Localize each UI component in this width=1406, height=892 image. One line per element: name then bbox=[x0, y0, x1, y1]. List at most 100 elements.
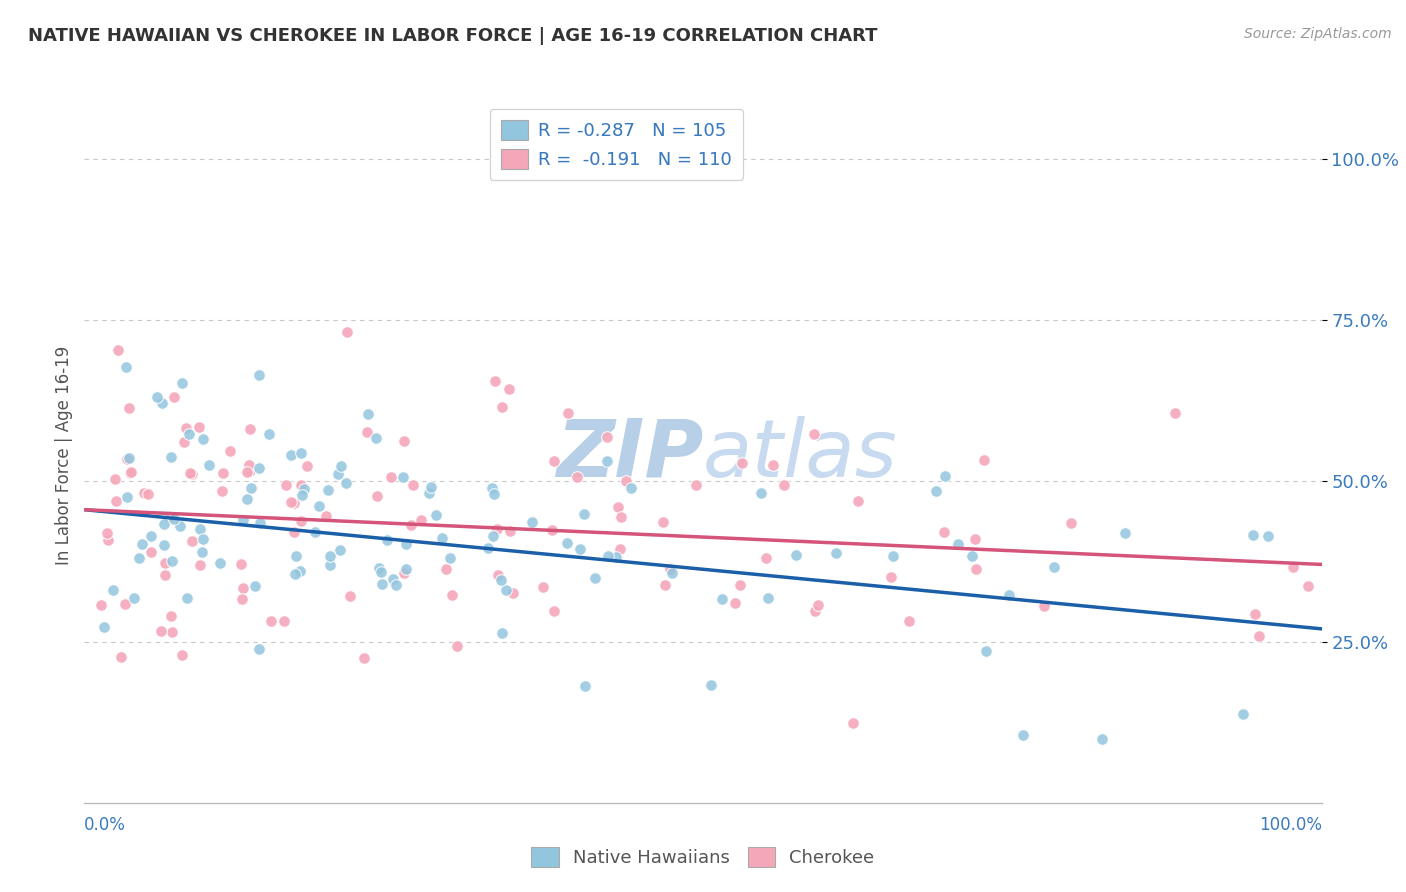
Point bbox=[93, 620, 115, 634]
Point bbox=[440, 588, 463, 602]
Point bbox=[120, 467, 142, 481]
Point bbox=[700, 678, 723, 692]
Point bbox=[283, 525, 305, 540]
Point bbox=[803, 427, 825, 442]
Point bbox=[290, 478, 312, 492]
Point bbox=[231, 592, 253, 607]
Point bbox=[160, 625, 183, 640]
Point bbox=[328, 467, 350, 482]
Point bbox=[1060, 516, 1083, 531]
Point bbox=[446, 639, 468, 653]
Point bbox=[619, 481, 641, 495]
Point bbox=[187, 419, 209, 434]
Point bbox=[353, 650, 375, 665]
Point bbox=[236, 492, 259, 507]
Point bbox=[115, 451, 138, 466]
Point bbox=[934, 525, 956, 540]
Point bbox=[596, 453, 619, 467]
Point bbox=[751, 486, 773, 500]
Text: 100.0%: 100.0% bbox=[1258, 816, 1322, 834]
Point bbox=[572, 507, 595, 521]
Point bbox=[762, 458, 785, 472]
Point bbox=[150, 396, 173, 410]
Point bbox=[356, 425, 378, 439]
Point bbox=[96, 525, 118, 540]
Y-axis label: In Labor Force | Age 16-19: In Labor Force | Age 16-19 bbox=[55, 345, 73, 565]
Point bbox=[239, 422, 262, 436]
Point bbox=[486, 567, 509, 582]
Point bbox=[197, 458, 219, 472]
Point bbox=[491, 401, 513, 415]
Point bbox=[367, 561, 389, 575]
Point bbox=[370, 577, 392, 591]
Point bbox=[1164, 406, 1187, 420]
Point bbox=[934, 468, 956, 483]
Point bbox=[153, 517, 176, 532]
Point bbox=[304, 525, 326, 540]
Point bbox=[882, 549, 904, 563]
Point bbox=[211, 484, 233, 499]
Point bbox=[211, 466, 233, 480]
Point bbox=[128, 550, 150, 565]
Point bbox=[609, 541, 631, 556]
Text: NATIVE HAWAIIAN VS CHEROKEE IN LABOR FORCE | AGE 16-19 CORRELATION CHART: NATIVE HAWAIIAN VS CHEROKEE IN LABOR FOR… bbox=[28, 27, 877, 45]
Point bbox=[118, 450, 141, 465]
Point bbox=[409, 513, 432, 527]
Point bbox=[540, 523, 562, 537]
Point bbox=[181, 534, 204, 549]
Point bbox=[965, 533, 987, 547]
Point bbox=[120, 466, 142, 480]
Point bbox=[481, 529, 503, 543]
Point bbox=[439, 551, 461, 566]
Point bbox=[174, 420, 197, 434]
Point bbox=[974, 644, 997, 658]
Point bbox=[97, 533, 120, 547]
Point bbox=[998, 588, 1021, 602]
Point bbox=[499, 524, 522, 538]
Point bbox=[491, 626, 513, 640]
Point bbox=[316, 483, 339, 498]
Point bbox=[731, 456, 754, 470]
Legend: Native Hawaiians, Cherokee: Native Hawaiians, Cherokee bbox=[524, 839, 882, 874]
Text: atlas: atlas bbox=[703, 416, 898, 494]
Point bbox=[290, 514, 312, 528]
Point bbox=[898, 614, 921, 628]
Point bbox=[395, 537, 418, 551]
Point bbox=[110, 650, 132, 665]
Point bbox=[482, 487, 505, 501]
Point bbox=[276, 478, 298, 492]
Point bbox=[122, 591, 145, 606]
Point bbox=[141, 545, 163, 559]
Point bbox=[1091, 731, 1114, 746]
Point bbox=[568, 542, 591, 557]
Point bbox=[965, 562, 987, 576]
Point bbox=[247, 641, 270, 656]
Point bbox=[723, 596, 745, 610]
Point bbox=[249, 516, 271, 530]
Point bbox=[163, 512, 186, 526]
Point bbox=[336, 326, 359, 340]
Point bbox=[292, 482, 315, 496]
Point bbox=[380, 470, 402, 484]
Point bbox=[382, 572, 405, 586]
Point bbox=[319, 558, 342, 572]
Point bbox=[280, 495, 302, 509]
Point bbox=[105, 493, 128, 508]
Point bbox=[132, 485, 155, 500]
Point bbox=[392, 470, 415, 484]
Point bbox=[824, 545, 846, 559]
Point bbox=[583, 571, 606, 585]
Point bbox=[188, 522, 211, 536]
Point bbox=[103, 472, 125, 486]
Point bbox=[339, 589, 361, 603]
Point bbox=[284, 566, 307, 581]
Point bbox=[484, 374, 506, 388]
Point bbox=[755, 551, 778, 566]
Point bbox=[392, 434, 415, 448]
Point bbox=[247, 461, 270, 475]
Point bbox=[804, 604, 827, 618]
Point bbox=[946, 537, 969, 551]
Point bbox=[555, 536, 578, 550]
Point bbox=[153, 567, 176, 582]
Point bbox=[491, 573, 513, 587]
